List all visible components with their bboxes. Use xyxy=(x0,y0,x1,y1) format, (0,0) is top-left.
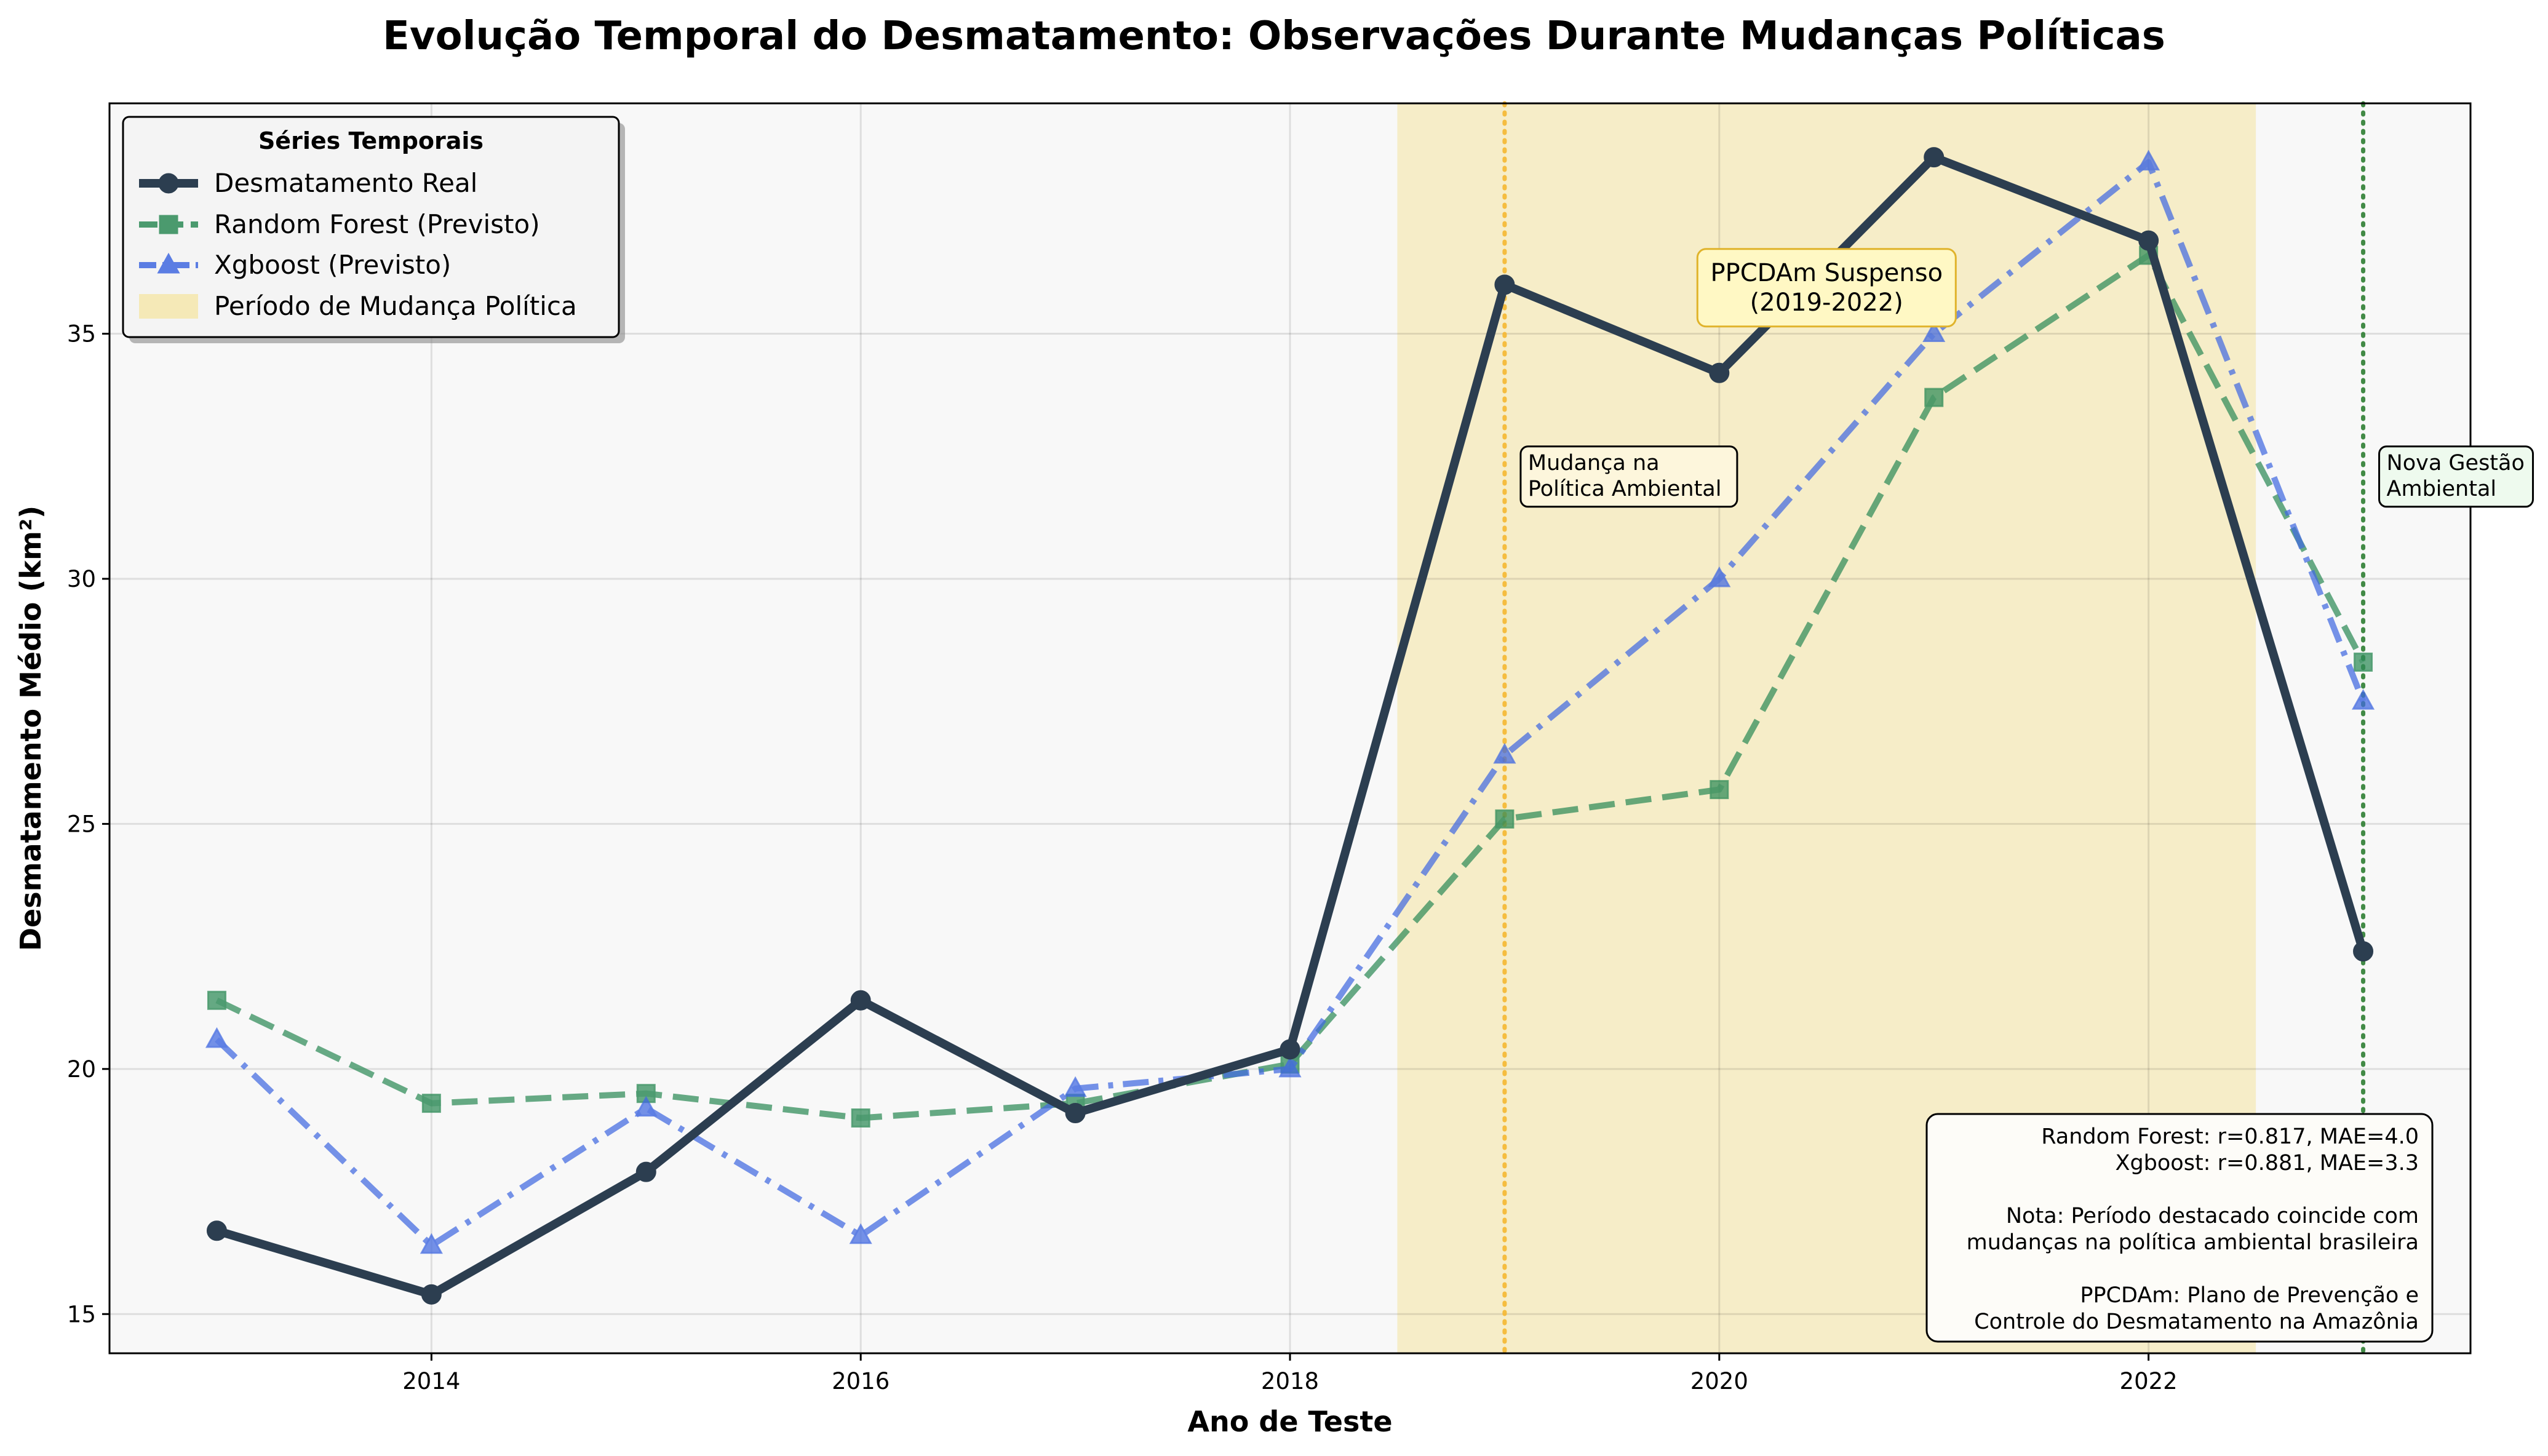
y-axis-label: Desmatamento Médio (km²) xyxy=(14,506,47,951)
legend-swatch xyxy=(139,215,198,234)
data-point xyxy=(2354,652,2373,672)
data-point xyxy=(2353,941,2374,962)
data-point xyxy=(420,1233,443,1254)
data-point xyxy=(1064,1076,1087,1097)
x-tick-label: 2020 xyxy=(1690,1368,1748,1394)
data-point xyxy=(850,990,871,1011)
info-line: PPCDAm: Plano de Prevenção e xyxy=(2080,1283,2419,1308)
legend-label: Random Forest (Previsto) xyxy=(214,209,540,239)
data-point xyxy=(421,1094,441,1113)
policy-label-text: Nova Gestão Ambiental xyxy=(2387,451,2525,501)
policy-label-box xyxy=(1519,445,1738,508)
data-point xyxy=(1493,742,1516,764)
data-point xyxy=(634,1096,658,1117)
info-line: mudanças na política ambiental brasileir… xyxy=(1967,1230,2419,1255)
legend-label: Desmatamento Real xyxy=(214,168,477,198)
data-point xyxy=(1922,321,1946,343)
data-point xyxy=(635,1161,656,1182)
series-layer xyxy=(205,147,2375,1305)
y-tick-label: 25 xyxy=(67,811,96,837)
policy-label-text: Mudança na Política Ambiental xyxy=(1528,451,1722,501)
legend-swatch xyxy=(139,173,198,194)
data-point xyxy=(1709,362,1730,383)
legend: Séries Temporais Desmatamento Real Random … xyxy=(122,116,625,343)
data-point xyxy=(1065,1103,1086,1124)
info-box: Random Forest: r=0.817, MAE=4.0Xgboost: … xyxy=(1925,1113,2434,1343)
data-point xyxy=(1495,809,1515,829)
annotations: Mudança na Política Ambiental Nova Gestão A… xyxy=(1519,248,2534,508)
series-line xyxy=(215,252,2366,1121)
data-point xyxy=(1494,274,1515,295)
data-point xyxy=(2138,230,2159,251)
legend-label: Período de Mudança Política xyxy=(214,291,577,321)
data-point xyxy=(851,1108,870,1128)
data-point xyxy=(2137,149,2160,171)
axis-ticks: 2014 2016 2018 2020 2022 15 20 25 30 35 xyxy=(67,321,2178,1394)
data-point xyxy=(1708,566,1731,587)
legend-box xyxy=(122,116,620,338)
data-point xyxy=(205,1027,228,1048)
legend-shade-swatch xyxy=(139,294,198,319)
x-tick-label: 2016 xyxy=(832,1368,890,1394)
x-tick-label: 2022 xyxy=(2120,1368,2178,1394)
x-tick-label: 2018 xyxy=(1261,1368,1319,1394)
data-point xyxy=(1710,780,1729,800)
data-point xyxy=(1280,1039,1300,1060)
data-point xyxy=(2352,689,2375,710)
data-point xyxy=(206,1220,227,1241)
y-tick-label: 35 xyxy=(67,321,96,348)
data-point xyxy=(849,1223,872,1244)
x-axis-label: Ano de Teste xyxy=(1187,1405,1392,1438)
y-tick-label: 15 xyxy=(67,1301,96,1327)
ppcdam-annotation-box xyxy=(1696,248,1957,328)
data-point xyxy=(207,990,226,1010)
chart-title: Evolução Temporal do Desmatamento: Obser… xyxy=(383,14,2165,59)
data-point xyxy=(1278,1056,1302,1078)
policy-label-box xyxy=(2378,445,2534,508)
info-line: Controle do Desmatamento na Amazônia xyxy=(1974,1310,2419,1334)
series-xgboost-previsto- xyxy=(205,149,2375,1254)
x-tick-label: 2014 xyxy=(402,1368,460,1394)
data-point xyxy=(157,252,180,274)
legend-label: Xgboost (Previsto) xyxy=(214,250,451,280)
data-point xyxy=(1924,147,1945,168)
series-desmatamento-real xyxy=(206,147,2374,1305)
data-point xyxy=(1924,388,1944,407)
legend-swatch xyxy=(139,252,198,274)
info-line: Xgboost: r=0.881, MAE=3.3 xyxy=(2115,1151,2419,1176)
legend-title: Séries Temporais xyxy=(258,127,484,154)
info-line: Nota: Período destacado coincide com xyxy=(2006,1204,2419,1228)
data-point xyxy=(421,1284,442,1305)
info-line: Random Forest: r=0.817, MAE=4.0 xyxy=(2041,1124,2419,1149)
ppcdam-annotation-text: PPCDAm Suspenso (2019-2022) xyxy=(1710,259,1943,317)
y-tick-label: 20 xyxy=(67,1056,96,1083)
y-tick-label: 30 xyxy=(67,566,96,592)
series-random-forest-previsto- xyxy=(207,245,2373,1128)
data-point xyxy=(159,215,178,234)
data-point xyxy=(158,173,179,194)
info-box-frame xyxy=(1925,1113,2434,1343)
